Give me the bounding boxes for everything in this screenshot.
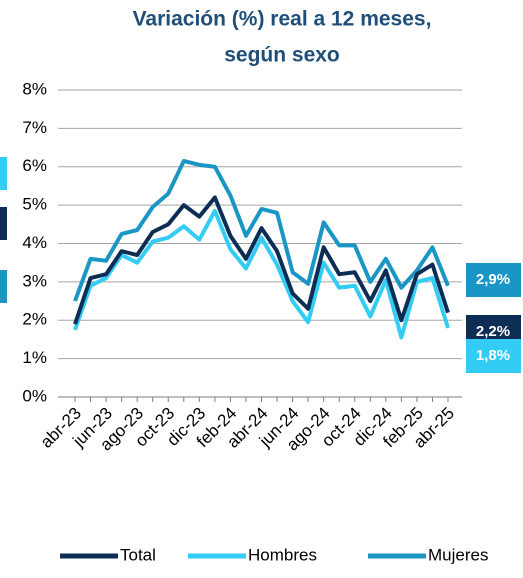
series-line (73, 195, 450, 325)
end-label: 2,2% (476, 323, 510, 340)
end-label-box (466, 339, 521, 373)
y-tick-label: 3% (22, 271, 47, 290)
end-label: 1,8% (476, 347, 510, 364)
y-tick-label: 0% (22, 386, 47, 405)
y-tick-label: 6% (22, 156, 47, 175)
series-line (73, 208, 450, 340)
edge-box (0, 157, 7, 190)
series-line (73, 158, 450, 302)
legend-label: Mujeres (428, 545, 488, 564)
legend-label: Hombres (248, 545, 317, 564)
edge-box (0, 207, 7, 240)
chart-subtitle: según sexo (224, 44, 340, 67)
y-tick-label: 1% (22, 348, 47, 367)
y-tick-label: 2% (22, 310, 47, 329)
y-tick-label: 5% (22, 195, 47, 214)
end-label-box (466, 263, 521, 297)
y-tick-label: 7% (22, 118, 47, 137)
y-tick-label: 4% (22, 233, 47, 252)
chart-title: Variación (%) real a 12 meses, (133, 8, 432, 31)
edge-box (0, 270, 7, 303)
legend-label: Total (120, 545, 156, 564)
y-tick-label: 8% (22, 79, 47, 98)
end-label: 2,9% (476, 271, 510, 288)
